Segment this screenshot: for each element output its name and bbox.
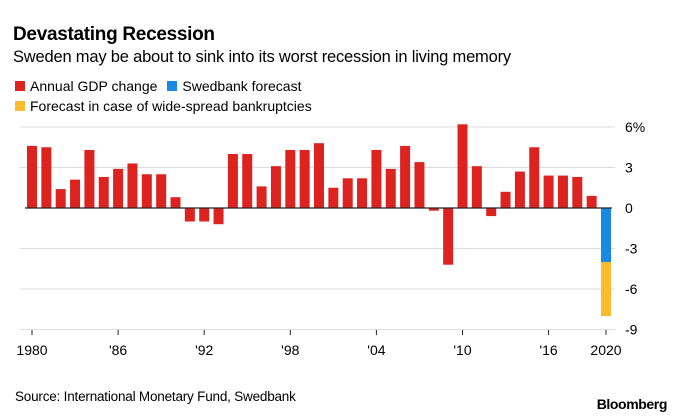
bar-1982 [55, 189, 66, 208]
bar-2020-swedbank-forecast [601, 208, 611, 262]
y-tick-label: 0 [625, 200, 633, 216]
bar-2004 [371, 149, 382, 208]
legend-swatch-gdp [15, 81, 25, 91]
y-tick-label: 6% [625, 119, 645, 135]
bar-1999 [299, 149, 310, 208]
bar-2017 [557, 175, 568, 208]
y-tick-label: -9 [625, 322, 638, 338]
chart-subtitle: Sweden may be about to sink into its wor… [13, 48, 511, 66]
bar-1994 [227, 154, 238, 208]
legend-label-gdp: Annual GDP change [30, 78, 158, 94]
bar-1986 [113, 168, 124, 208]
bar-1991 [184, 208, 195, 222]
x-tick-label: '04 [367, 342, 385, 358]
bar-2000 [314, 143, 324, 208]
bar-2011 [471, 166, 482, 208]
bar-2005 [385, 168, 396, 208]
bar-2003 [357, 178, 368, 208]
x-axis: 1980 '86 '92 '98 '04 '10 '16 2020 [16, 330, 622, 358]
bar-1984 [84, 149, 95, 208]
bar-2006 [400, 145, 411, 208]
legend-item-swedbank: Swedbank forecast [167, 78, 301, 94]
bar-2013 [500, 191, 511, 208]
x-tick-label: 2020 [590, 342, 621, 358]
bar-2016 [543, 175, 554, 208]
bar-2015 [529, 147, 540, 208]
bar-2001 [328, 187, 339, 208]
bar-2002 [342, 178, 353, 208]
bar-2019 [586, 195, 597, 208]
legend-label-bankruptcy: Forecast in case of wide-spread bankrupt… [30, 98, 312, 114]
source-note: Source: International Monetary Fund, Swe… [15, 389, 296, 404]
x-tick-label: '98 [281, 342, 299, 358]
bar-1983 [70, 179, 81, 208]
bar-2018 [572, 176, 583, 208]
bar-1989 [156, 174, 167, 208]
y-axis: 6% 3 0 -3 -6 -9 [625, 119, 645, 338]
chart-title: Devastating Recession [13, 24, 215, 45]
gridlines [20, 126, 615, 330]
bar-2020-bankruptcy-forecast [601, 262, 611, 316]
x-tick-label: '16 [539, 342, 557, 358]
bar-1985 [98, 176, 109, 208]
bar-1996 [256, 186, 267, 208]
bar-1987 [127, 163, 138, 208]
bar-1997 [270, 166, 281, 208]
bar-1980 [27, 145, 37, 208]
bars [27, 124, 611, 316]
bar-2014 [514, 171, 525, 208]
x-tick-label: '92 [195, 342, 213, 358]
bar-2007 [414, 162, 425, 208]
bar-1988 [141, 174, 152, 208]
x-tick-label: 1980 [16, 342, 47, 358]
x-tick-label: '86 [109, 342, 127, 358]
bar-2010 [457, 124, 468, 208]
legend-row-1: Annual GDP change Swedbank forecast [15, 78, 311, 94]
legend-swatch-bankruptcy [15, 101, 25, 111]
legend-item-gdp: Annual GDP change [15, 78, 157, 94]
bloomberg-logo: Bloomberg [596, 396, 668, 412]
bar-1993 [213, 208, 224, 225]
bar-2012 [486, 208, 497, 217]
bar-1990 [170, 197, 181, 208]
bar-2009 [443, 208, 454, 265]
legend-item-bankruptcy: Forecast in case of wide-spread bankrupt… [15, 98, 312, 114]
legend-label-swedbank: Swedbank forecast [182, 78, 302, 94]
bar-1995 [242, 154, 253, 208]
y-tick-label: -6 [625, 281, 638, 297]
x-tick-label: '10 [453, 342, 471, 358]
legend-row-2: Forecast in case of wide-spread bankrupt… [15, 98, 322, 114]
bar-1998 [285, 149, 296, 208]
bar-1981 [41, 147, 52, 208]
bar-1992 [199, 208, 210, 222]
bar-2008 [428, 208, 439, 211]
y-tick-label: -3 [625, 241, 638, 257]
y-tick-label: 3 [625, 160, 633, 176]
legend-swatch-swedbank [167, 81, 178, 91]
